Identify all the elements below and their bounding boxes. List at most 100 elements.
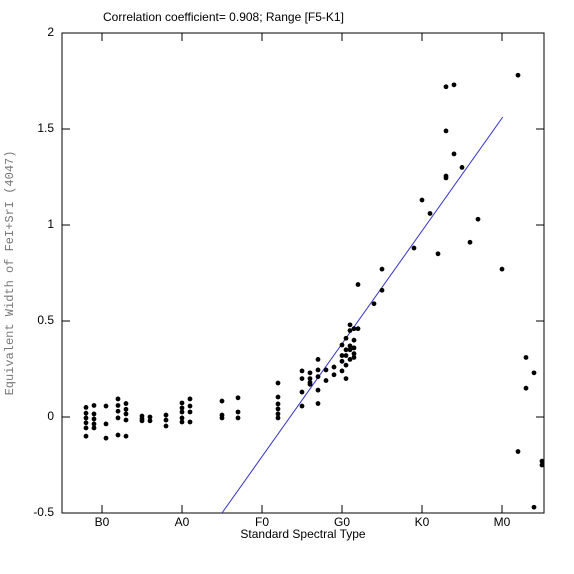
- data-point: [179, 400, 185, 406]
- x-tick-label: G0: [334, 515, 350, 529]
- data-point: [275, 415, 281, 421]
- data-point: [343, 376, 349, 381]
- data-point: [219, 415, 225, 421]
- data-point: [315, 367, 321, 373]
- x-tick-label: B0: [95, 515, 110, 529]
- y-tick-label: 1.5: [37, 121, 54, 135]
- data-point: [347, 328, 353, 333]
- data-point: [347, 347, 353, 353]
- data-point: [339, 342, 345, 348]
- data-point: [163, 412, 169, 418]
- chart-title: Correlation coefficient= 0.908; Range [F…: [103, 10, 344, 24]
- y-tick-label: 0.5: [37, 313, 54, 327]
- data-point: [115, 408, 121, 414]
- data-point: [355, 326, 361, 332]
- data-point: [103, 435, 109, 441]
- data-point: [539, 458, 545, 464]
- data-point: [187, 396, 193, 402]
- data-point: [347, 357, 353, 362]
- data-point: [323, 378, 329, 383]
- data-point: [83, 433, 89, 439]
- data-point: [339, 368, 345, 374]
- data-point: [443, 84, 449, 90]
- data-point: [179, 409, 185, 415]
- data-point: [179, 415, 185, 421]
- data-point: [299, 403, 305, 409]
- data-point: [299, 389, 305, 395]
- data-point: [307, 370, 313, 376]
- data-point: [531, 504, 537, 510]
- data-point: [343, 362, 349, 368]
- data-point: [315, 374, 321, 380]
- data-point: [115, 396, 121, 402]
- y-tick-label: 2: [47, 25, 54, 39]
- data-point: [515, 449, 521, 454]
- data-point: [83, 420, 89, 426]
- data-point: [123, 433, 129, 439]
- x-tick-label: A0: [175, 515, 190, 529]
- data-point: [299, 376, 305, 381]
- data-point: [115, 403, 121, 408]
- data-point: [351, 351, 357, 357]
- data-point: [179, 419, 185, 425]
- data-point: [235, 409, 241, 415]
- data-point: [91, 403, 97, 408]
- data-point: [83, 415, 89, 421]
- data-point: [443, 175, 449, 181]
- data-point: [539, 462, 545, 468]
- data-point: [147, 418, 153, 424]
- x-tick-label: F0: [255, 515, 269, 529]
- data-point: [451, 82, 457, 88]
- data-point: [91, 416, 97, 422]
- data-point: [83, 410, 89, 416]
- data-point: [523, 385, 529, 391]
- data-point: [351, 326, 357, 332]
- data-point: [351, 337, 357, 343]
- x-axis-label: Standard Spectral Type: [240, 527, 366, 541]
- data-point: [307, 376, 313, 381]
- fit-line: [221, 116, 504, 514]
- data-point: [355, 282, 361, 287]
- data-point: [103, 421, 109, 427]
- data-point: [323, 367, 329, 373]
- data-point: [315, 401, 321, 406]
- data-point: [275, 406, 281, 412]
- data-point: [163, 417, 169, 423]
- data-point: [147, 414, 153, 420]
- data-point: [467, 239, 473, 245]
- data-point: [83, 425, 89, 431]
- data-point: [523, 355, 529, 360]
- data-point: [139, 418, 145, 424]
- data-point: [235, 395, 241, 401]
- data-point: [379, 266, 385, 272]
- data-point: [299, 368, 305, 374]
- data-point: [411, 245, 417, 251]
- y-tick-label: 0: [47, 409, 54, 423]
- data-point: [187, 403, 193, 409]
- data-point: [371, 301, 377, 307]
- data-point: [275, 411, 281, 417]
- y-axis-label: Equivalent Width of FeI+SrI (4047): [3, 151, 17, 396]
- data-point: [163, 423, 169, 429]
- data-point: [459, 165, 465, 170]
- data-point: [123, 417, 129, 423]
- data-point: [179, 405, 185, 411]
- data-point: [187, 409, 193, 415]
- data-point: [343, 353, 349, 358]
- data-point: [103, 403, 109, 409]
- data-point: [351, 355, 357, 360]
- data-point: [315, 357, 321, 362]
- data-point: [91, 421, 97, 427]
- y-tick-label: -0.5: [33, 505, 54, 519]
- data-point: [275, 401, 281, 407]
- y-tick-label: 1: [47, 217, 54, 231]
- data-point: [351, 345, 357, 351]
- data-point: [123, 411, 129, 417]
- data-point: [187, 419, 193, 425]
- plot-frame: [61, 32, 545, 514]
- data-point: [91, 411, 97, 417]
- data-point: [427, 211, 433, 216]
- data-point: [343, 347, 349, 353]
- data-point: [91, 425, 97, 431]
